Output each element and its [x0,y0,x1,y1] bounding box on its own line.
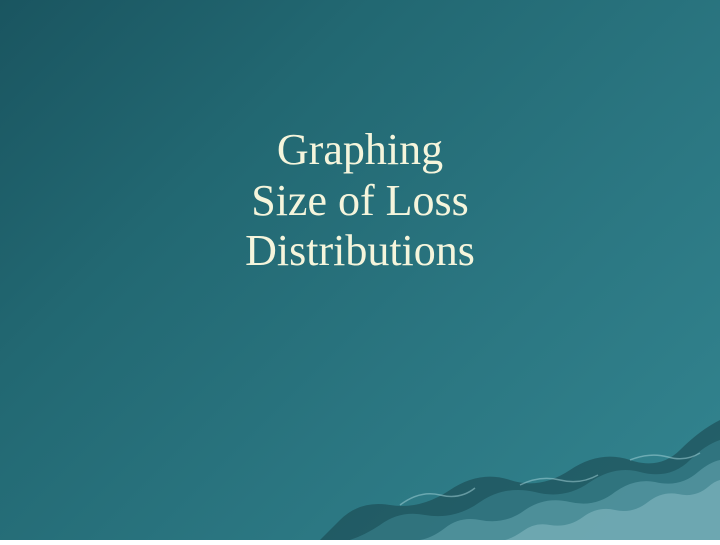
title-line-1: Graphing [245,125,475,176]
title-line-2: Size of Loss [245,176,475,227]
title-block: Graphing Size of Loss Distributions [245,125,475,277]
corner-decoration [320,360,720,540]
title-line-3: Distributions [245,226,475,277]
slide-container: Graphing Size of Loss Distributions [0,0,720,540]
